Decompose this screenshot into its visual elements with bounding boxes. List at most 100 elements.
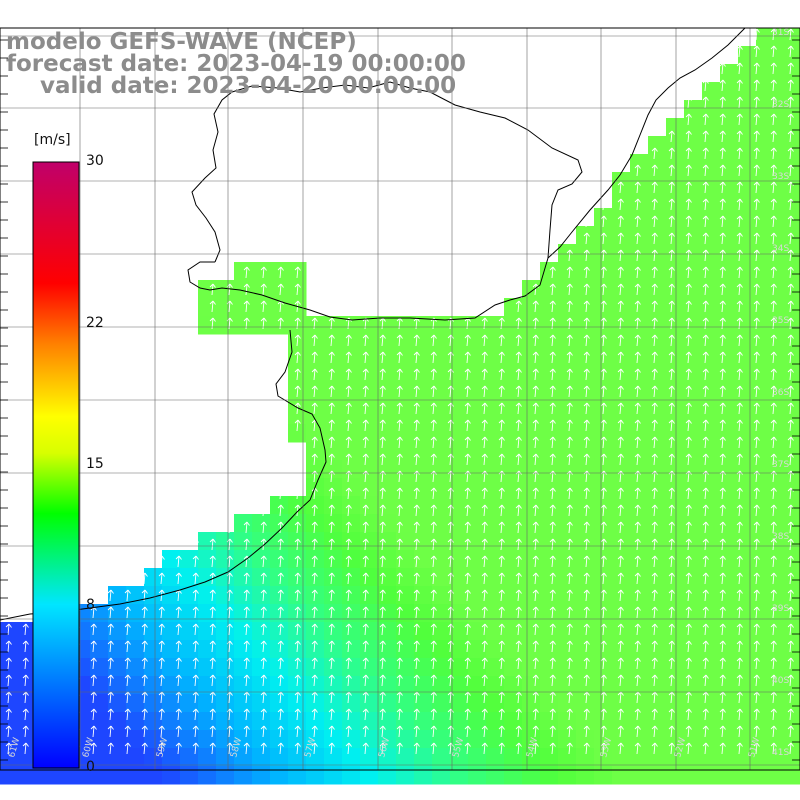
wind-arrow xyxy=(668,657,675,670)
wind-arrow xyxy=(736,351,743,364)
wind-arrow xyxy=(549,266,556,279)
wind-speed-cell xyxy=(270,586,289,605)
wind-arrow xyxy=(124,691,131,704)
wind-speed-cell xyxy=(774,640,793,659)
wind-arrow xyxy=(634,725,641,738)
wind-speed-cell xyxy=(342,334,361,353)
wind-arrow xyxy=(175,623,182,636)
wind-speed-cell xyxy=(396,334,415,353)
wind-arrow xyxy=(362,402,369,415)
wind-speed-cell xyxy=(108,712,127,731)
wind-speed-cell xyxy=(288,424,307,443)
wind-speed-cell xyxy=(342,658,361,677)
wind-arrow xyxy=(243,640,250,653)
wind-speed-cell xyxy=(522,388,541,407)
wind-arrow xyxy=(192,538,199,551)
colorbar-tick-label: 8 xyxy=(86,597,95,614)
wind-arrow xyxy=(685,232,692,245)
wind-speed-cell xyxy=(630,244,649,263)
wind-arrow xyxy=(600,249,607,262)
wind-arrow xyxy=(226,623,233,636)
wind-arrow xyxy=(583,487,590,500)
wind-speed-cell xyxy=(576,766,595,785)
wind-arrow xyxy=(685,368,692,381)
wind-arrow xyxy=(549,487,556,500)
wind-speed-cell xyxy=(306,748,325,767)
wind-arrow xyxy=(787,130,794,143)
wind-speed-cell xyxy=(576,694,595,713)
wind-arrow xyxy=(464,521,471,534)
wind-speed-cell xyxy=(522,694,541,713)
wind-arrow xyxy=(634,521,641,534)
wind-arrow xyxy=(260,572,267,585)
wind-arrow xyxy=(396,708,403,721)
wind-speed-cell xyxy=(378,568,397,587)
wind-speed-cell xyxy=(342,496,361,515)
wind-speed-cell xyxy=(756,100,775,119)
wind-speed-cell xyxy=(612,604,631,623)
wind-arrow xyxy=(719,334,726,347)
wind-speed-cell xyxy=(378,766,397,785)
wind-speed-cell xyxy=(792,694,800,713)
wind-arrow xyxy=(532,538,539,551)
wind-speed-cell xyxy=(324,748,343,767)
wind-arrow xyxy=(668,555,675,568)
wind-speed-cell xyxy=(342,388,361,407)
wind-arrow xyxy=(668,623,675,636)
wind-arrow xyxy=(141,623,148,636)
wind-speed-cell xyxy=(270,604,289,623)
wind-speed-cell xyxy=(180,640,199,659)
wind-arrow xyxy=(311,368,318,381)
wind-speed-cell xyxy=(468,604,487,623)
wind-arrow xyxy=(175,725,182,738)
wind-arrow xyxy=(226,742,233,755)
wind-speed-cell xyxy=(396,658,415,677)
wind-arrow xyxy=(430,742,437,755)
wind-arrow xyxy=(328,674,335,687)
wind-arrow xyxy=(141,742,148,755)
wind-speed-cell xyxy=(702,316,721,335)
wind-speed-cell xyxy=(360,712,379,731)
wind-speed-cell xyxy=(342,604,361,623)
wind-speed-cell xyxy=(522,460,541,479)
wind-arrow xyxy=(362,385,369,398)
wind-speed-cell xyxy=(396,676,415,695)
wind-speed-cell xyxy=(774,730,793,749)
wind-arrow xyxy=(634,351,641,364)
wind-arrow xyxy=(379,385,386,398)
wind-speed-cell xyxy=(198,586,217,605)
wind-arrow xyxy=(753,538,760,551)
wind-arrow xyxy=(651,487,658,500)
wind-arrow xyxy=(192,623,199,636)
wind-speed-cell xyxy=(234,550,253,569)
wind-arrow xyxy=(243,300,250,313)
wind-arrow xyxy=(158,725,165,738)
wind-arrow xyxy=(617,232,624,245)
wind-speed-cell xyxy=(738,46,757,65)
wind-speed-cell xyxy=(504,370,523,389)
wind-arrow xyxy=(583,453,590,466)
wind-arrow xyxy=(498,555,505,568)
wind-speed-cell xyxy=(504,658,523,677)
wind-arrow xyxy=(600,674,607,687)
wind-speed-cell xyxy=(378,586,397,605)
wind-arrow xyxy=(379,453,386,466)
wind-speed-cell xyxy=(558,262,577,281)
wind-arrow xyxy=(532,521,539,534)
wind-speed-cell xyxy=(468,424,487,443)
wind-arrow xyxy=(549,708,556,721)
wind-speed-cell xyxy=(396,370,415,389)
wind-arrow xyxy=(668,300,675,313)
wind-speed-cell xyxy=(306,406,325,425)
wind-arrow xyxy=(787,351,794,364)
wind-arrow xyxy=(532,351,539,364)
wind-speed-cell xyxy=(756,226,775,245)
wind-arrow xyxy=(294,606,301,619)
wind-arrow xyxy=(413,572,420,585)
wind-speed-cell xyxy=(792,514,800,533)
wind-arrow xyxy=(685,623,692,636)
wind-arrow xyxy=(515,725,522,738)
wind-speed-cell xyxy=(666,694,685,713)
wind-arrow xyxy=(634,623,641,636)
wind-speed-cell xyxy=(738,460,757,479)
